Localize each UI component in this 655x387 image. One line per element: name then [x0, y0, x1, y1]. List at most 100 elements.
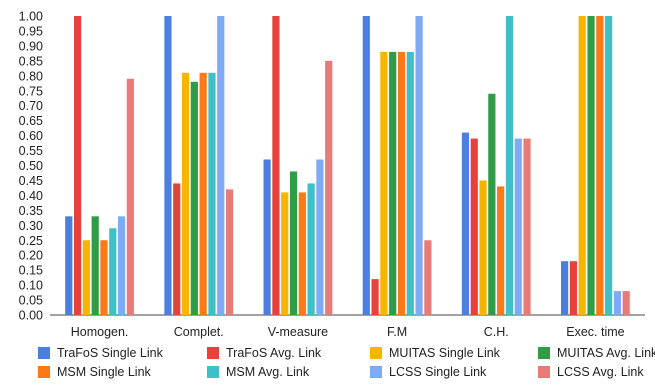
y-tick-label: 0.15: [19, 264, 43, 278]
legend-swatch: [38, 347, 50, 359]
legend-label: TraFoS Single Link: [57, 346, 164, 360]
bar-6-4: [406, 51, 414, 315]
y-tick-label: 0.30: [19, 219, 43, 233]
y-tick-label: 0.10: [19, 279, 43, 293]
legend-label: LCSS Avg. Link: [557, 365, 644, 379]
bar-3-1: [82, 240, 90, 315]
x-tick-label: Complet.: [174, 325, 224, 339]
bar-2-1: [73, 16, 82, 315]
bar-1-1: [65, 216, 73, 315]
bar-2-5: [470, 138, 478, 315]
bar-8-2: [225, 189, 234, 315]
legend-item: MUITAS Single Link: [370, 346, 501, 360]
bar-2-3: [272, 16, 280, 315]
legend-item: MUITAS Avg. Link: [538, 346, 655, 360]
legend-swatch: [38, 366, 50, 378]
bar-6-3: [307, 183, 315, 315]
bar-5-1: [100, 240, 108, 315]
legend-label: MSM Single Link: [57, 365, 152, 379]
bar-3-2: [181, 72, 190, 315]
y-tick-label: 0.20: [19, 249, 43, 263]
legend-swatch: [538, 347, 550, 359]
bar-1-5: [461, 132, 470, 315]
bar-5-3: [298, 192, 306, 315]
bar-6-5: [505, 16, 514, 315]
y-tick-label: 0.85: [19, 54, 43, 68]
y-tick-label: 0.65: [19, 114, 43, 128]
x-tick-label: V-measure: [268, 325, 328, 339]
legend-item: MSM Single Link: [38, 365, 152, 379]
bar-4-6: [587, 16, 595, 315]
x-tick-label: Exec. time: [566, 325, 624, 339]
bar-2-6: [569, 261, 578, 315]
y-tick-label: 0.25: [19, 234, 43, 248]
bar-8-3: [325, 60, 333, 315]
bar-5-6: [596, 16, 604, 315]
bar-4-3: [289, 171, 298, 315]
y-tick-label: 0.75: [19, 84, 43, 98]
x-tick-label: F.M: [387, 325, 407, 339]
legend-label: LCSS Single Link: [389, 365, 487, 379]
bar-7-3: [316, 159, 324, 315]
bar-3-4: [380, 51, 388, 315]
bar-4-4: [389, 51, 397, 315]
y-tick-label: 0.50: [19, 159, 43, 173]
legend-item: TraFoS Avg. Link: [207, 346, 322, 360]
y-tick-label: 1.00: [19, 10, 43, 24]
y-tick-label: 0.05: [19, 294, 43, 308]
x-tick-label: C.H.: [484, 325, 509, 339]
legend-item: TraFoS Single Link: [38, 346, 164, 360]
bar-5-2: [199, 72, 207, 315]
bar-3-6: [578, 16, 586, 315]
bar-6-1: [109, 228, 117, 315]
y-tick-label: 0.35: [19, 204, 43, 218]
legend-swatch: [207, 366, 219, 378]
bar-8-5: [523, 138, 531, 315]
bar-5-5: [497, 186, 505, 315]
bar-1-4: [362, 16, 370, 315]
y-tick-label: 0.45: [19, 174, 43, 188]
legend-label: TraFoS Avg. Link: [226, 346, 322, 360]
bar-4-1: [91, 216, 99, 315]
y-tick-label: 0.70: [19, 99, 43, 113]
bar-4-5: [488, 93, 496, 316]
bar-7-5: [514, 138, 522, 315]
bar-7-2: [217, 16, 225, 315]
bar-8-4: [424, 240, 432, 315]
bar-3-5: [479, 180, 487, 315]
y-tick-label: 0.40: [19, 189, 43, 203]
bar-6-2: [208, 72, 216, 315]
bar-1-2: [164, 16, 172, 315]
y-tick-label: 0.60: [19, 129, 43, 143]
bar-3-3: [281, 192, 289, 315]
y-tick-label: 0.95: [19, 24, 43, 38]
legend-label: MSM Avg. Link: [226, 365, 310, 379]
bar-2-2: [173, 183, 181, 315]
legend-item: LCSS Single Link: [370, 365, 487, 379]
bar-1-6: [561, 261, 569, 315]
legend-swatch: [207, 347, 219, 359]
bar-4-2: [190, 81, 198, 315]
bar-7-1: [117, 216, 126, 315]
y-tick-label: 0.80: [19, 69, 43, 83]
legend-item: LCSS Avg. Link: [538, 365, 644, 379]
bar-7-4: [415, 16, 423, 315]
x-tick-label: Homogen.: [71, 325, 129, 339]
legend-swatch: [370, 347, 382, 359]
legend-swatch: [370, 366, 382, 378]
bar-7-6: [613, 291, 622, 315]
legend-label: MUITAS Avg. Link: [557, 346, 655, 360]
y-tick-label: 0.90: [19, 39, 43, 53]
bar-8-6: [622, 291, 630, 315]
bar-5-4: [397, 51, 406, 315]
bar-1-3: [263, 159, 271, 315]
legend-swatch: [538, 366, 550, 378]
legend-label: MUITAS Single Link: [389, 346, 501, 360]
y-tick-label: 0.00: [19, 309, 43, 323]
bar-6-6: [605, 16, 613, 315]
legend-item: MSM Avg. Link: [207, 365, 310, 379]
y-tick-label: 0.55: [19, 144, 43, 158]
bar-8-1: [126, 78, 134, 315]
